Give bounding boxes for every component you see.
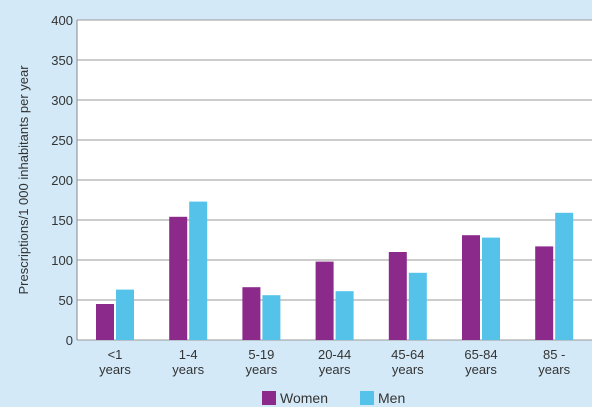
y-tick-label: 400 <box>51 13 73 28</box>
x-tick-label-line: 1-4 <box>179 347 198 362</box>
x-tick-label-line: 45-64 <box>391 347 424 362</box>
bar-men-3 <box>335 291 354 340</box>
legend-label-women: Women <box>280 390 328 406</box>
y-tick-label: 150 <box>51 213 73 228</box>
bar-women-6 <box>535 246 554 340</box>
bar-men-0 <box>116 289 134 340</box>
y-tick-label: 300 <box>51 93 73 108</box>
y-tick-label: 0 <box>66 333 73 348</box>
gridlines <box>77 19 592 341</box>
bars <box>96 201 574 340</box>
y-tick-label: 100 <box>51 253 73 268</box>
bar-men-4 <box>408 272 427 340</box>
y-tick-label: 250 <box>51 133 73 148</box>
x-tick-label-line: 85 - <box>543 347 565 362</box>
bar-women-5 <box>462 235 480 340</box>
x-tick-label-line: 65-84 <box>464 347 497 362</box>
x-tick-label: 20-44 years <box>318 347 351 377</box>
y-axis-ticks: 0 50 100 150 200 250 300 350 400 <box>51 13 73 348</box>
y-tick-label: 50 <box>59 293 73 308</box>
x-tick-label-line: years <box>319 362 351 377</box>
x-tick-label: <1 years <box>99 347 131 377</box>
x-tick-label-line: 5-19 <box>248 347 274 362</box>
x-tick-label-line: years <box>99 362 131 377</box>
legend: Women Men <box>262 390 405 406</box>
legend-swatch-women <box>262 391 276 405</box>
x-tick-label: 85 -years <box>538 347 570 377</box>
x-tick-label: 45-64 years <box>391 347 424 377</box>
x-tick-label-line: years <box>172 362 204 377</box>
x-tick-label: 5-19 years <box>246 347 278 377</box>
x-tick-label-line: years <box>246 362 278 377</box>
bar-men-6 <box>555 212 574 340</box>
bar-women-2 <box>242 287 261 340</box>
y-tick-label: 200 <box>51 173 73 188</box>
legend-swatch-men <box>360 391 374 405</box>
bar-women-3 <box>315 261 334 340</box>
bar-women-4 <box>388 252 407 340</box>
y-tick-label: 350 <box>51 53 73 68</box>
x-tick-label: 1-4 years <box>172 347 204 377</box>
x-tick-label-line: years <box>465 362 497 377</box>
y-axis-label: Prescriptions/1 000 inhabitants per year <box>16 65 31 295</box>
x-tick-label-line: <1 <box>108 347 123 362</box>
bar-men-5 <box>482 237 500 340</box>
x-tick-label-line: 20-44 <box>318 347 351 362</box>
bar-women-1 <box>169 216 188 340</box>
x-tick-label: 65-84 years <box>464 347 497 377</box>
x-tick-label-line: years <box>392 362 424 377</box>
bar-men-1 <box>189 201 208 340</box>
legend-label-men: Men <box>378 390 405 406</box>
bar-women-0 <box>96 304 114 340</box>
x-tick-label-line: years <box>538 362 570 377</box>
bar-men-2 <box>262 295 281 340</box>
